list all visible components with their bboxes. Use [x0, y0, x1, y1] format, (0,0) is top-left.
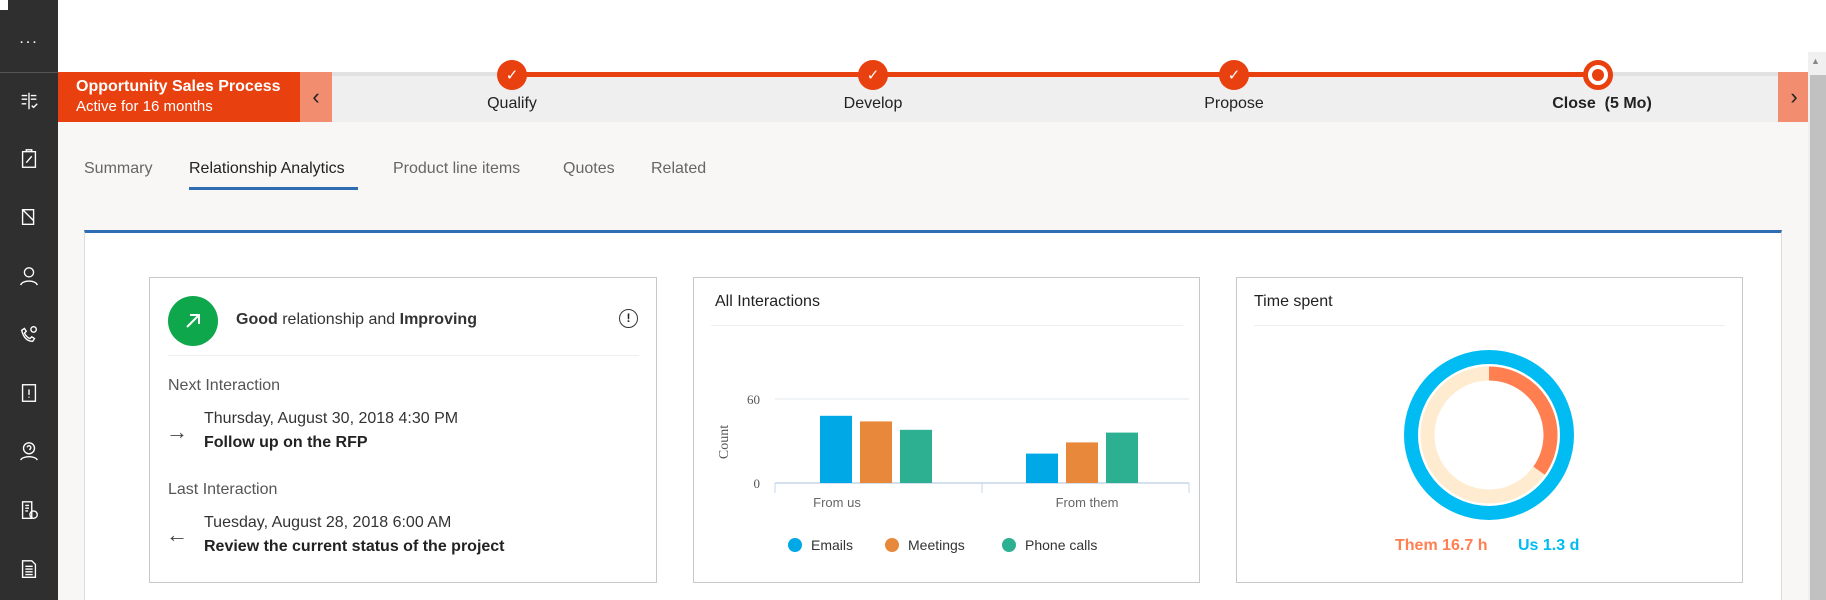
folder-icon[interactable]: [17, 205, 41, 229]
bar-phone-calls-from-them[interactable]: [1106, 432, 1138, 483]
stage-qualify[interactable]: Qualify: [487, 95, 537, 112]
card-divider: [168, 355, 639, 356]
sidebar: ...: [0, 0, 58, 600]
bar-phone-calls-from-us[interactable]: [900, 429, 932, 483]
relationship-health: Good relationship and Improving: [236, 311, 477, 329]
stage-develop-check-icon[interactable]: ✓: [858, 60, 888, 90]
more-button[interactable]: ...: [19, 30, 39, 47]
them-arc: [1488, 366, 1558, 475]
all-interactions-title: All Interactions: [715, 293, 820, 310]
legend-phone-calls[interactable]: Phone calls: [1025, 537, 1097, 553]
arrow-left-icon: ←: [166, 522, 188, 547]
process-label[interactable]: Opportunity Sales Process Active for 16 …: [58, 72, 300, 122]
us-time-label: Us 1.3 d: [1518, 537, 1580, 554]
time-spent-card: [1236, 277, 1743, 583]
category-label-from-them: From them: [1056, 495, 1119, 510]
bar-emails-from-us[interactable]: [820, 415, 852, 483]
process-title: Opportunity Sales Process: [76, 78, 281, 95]
legend-dot-emails: [788, 538, 802, 552]
card-divider: [1254, 325, 1725, 326]
arrow-right-icon: →: [166, 419, 188, 444]
last-interaction-title[interactable]: Review the current status of the project: [204, 538, 505, 555]
legend-dot-phone-calls: [1002, 538, 1016, 552]
them-time-label: Them 16.7 h: [1395, 537, 1488, 554]
app-logo-fragment: [0, 0, 8, 10]
report-clock-icon[interactable]: [17, 498, 41, 522]
y-tick-60: 60: [747, 392, 760, 407]
legend-meetings[interactable]: Meetings: [908, 537, 965, 553]
health-middle: relationship and: [277, 311, 400, 328]
scroll-up-icon[interactable]: ▲: [1811, 56, 1820, 66]
tab-related[interactable]: Related: [651, 160, 707, 177]
chevron-left-icon: ‹: [312, 84, 320, 109]
trend-up-icon: [168, 296, 218, 346]
tab-quotes[interactable]: Quotes: [563, 160, 615, 177]
process-next-button[interactable]: ›: [1778, 72, 1810, 122]
bar-emails-from-them[interactable]: [1026, 453, 1058, 483]
stage-propose-check-icon[interactable]: ✓: [1219, 60, 1249, 90]
category-label-from-us: From us: [813, 495, 861, 510]
next-interaction-title[interactable]: Follow up on the RFP: [204, 434, 368, 451]
stage-close-active-icon[interactable]: [1583, 60, 1613, 90]
info-icon[interactable]: !: [619, 309, 638, 328]
last-interaction-label: Last Interaction: [168, 481, 278, 498]
legend-emails[interactable]: Emails: [811, 537, 853, 553]
active-tab-indicator: [189, 187, 358, 190]
bar-meetings-from-us[interactable]: [860, 421, 892, 483]
tab-product-line-items[interactable]: Product line items: [393, 160, 521, 177]
last-interaction-date: Tuesday, August 28, 2018 6:00 AM: [204, 514, 452, 531]
process-progress-line: [512, 72, 1598, 77]
y-axis-label: Count: [717, 425, 732, 459]
interactions-bar-chart: 60 0 Count From us From them Emails Meet…: [717, 392, 1190, 553]
scrollbar-thumb[interactable]: [1810, 75, 1826, 600]
stage-qualify-check-icon[interactable]: ✓: [497, 60, 527, 90]
all-interactions-card: [693, 277, 1200, 583]
y-tick-0: 0: [754, 476, 761, 491]
process-prev-button[interactable]: ‹: [300, 72, 332, 122]
phone-settings-icon[interactable]: [17, 322, 41, 346]
clipboard-icon[interactable]: [17, 147, 41, 171]
tab-relationship-analytics[interactable]: Relationship Analytics: [189, 160, 345, 177]
trend-word: Improving: [399, 311, 477, 328]
process-duration: Active for 16 months: [76, 98, 213, 115]
legend-dot-meetings: [885, 538, 899, 552]
time-spent-title: Time spent: [1254, 293, 1333, 310]
chevron-right-icon: ›: [1790, 84, 1798, 109]
time-spent-donut: [1404, 350, 1574, 520]
stage-propose[interactable]: Propose: [1204, 95, 1264, 112]
alert-book-icon[interactable]: [17, 381, 41, 405]
card-divider: [711, 325, 1183, 326]
health-word: Good: [236, 311, 278, 328]
stage-develop[interactable]: Develop: [843, 95, 903, 112]
bar-meetings-from-them[interactable]: [1066, 442, 1098, 483]
next-interaction-date: Thursday, August 30, 2018 4:30 PM: [204, 410, 459, 427]
person-icon[interactable]: [17, 264, 41, 288]
document-icon[interactable]: [17, 557, 41, 581]
us-ring: [1404, 350, 1574, 520]
next-interaction-label: Next Interaction: [168, 377, 281, 394]
sidebar-divider: [0, 72, 58, 73]
dashboard-icon[interactable]: [17, 89, 41, 113]
stage-close[interactable]: Close (5 Mo): [1552, 95, 1652, 112]
help-person-icon[interactable]: [17, 439, 41, 463]
relationship-card: [149, 277, 657, 583]
tab-summary[interactable]: Summary: [84, 160, 153, 177]
